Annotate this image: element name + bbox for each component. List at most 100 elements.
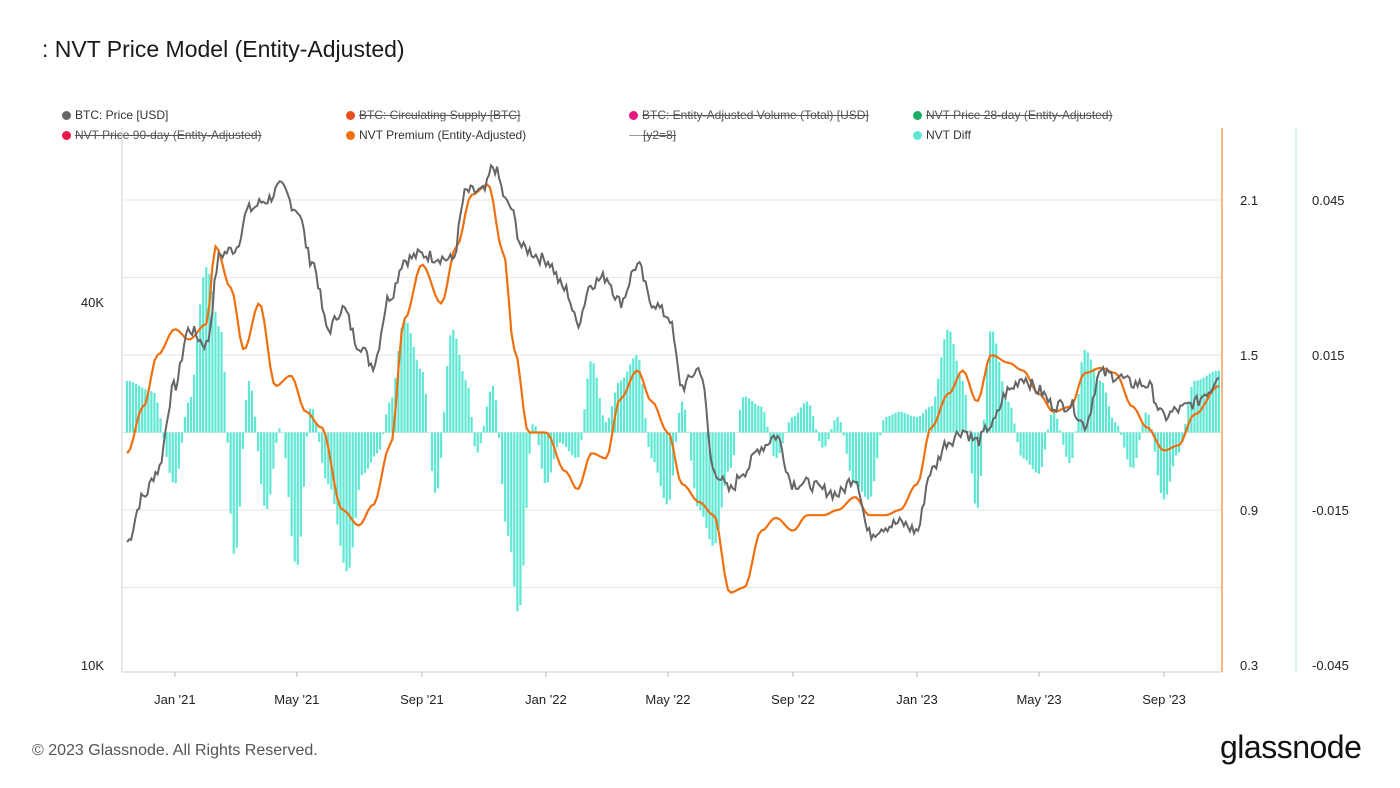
nvt-diff-bar-63 xyxy=(318,432,321,442)
nvt-diff-bar-199 xyxy=(732,432,736,456)
legend-item-1[interactable]: BTC: Price [USD] xyxy=(62,108,168,122)
nvt-diff-bar-53 xyxy=(287,432,290,498)
nvt-diff-bar-71 xyxy=(342,432,345,563)
nvt-diff-bar-5 xyxy=(141,387,144,433)
legend-item-7[interactable]: [y2=8] xyxy=(629,128,676,142)
nvt-diff-bar-89 xyxy=(397,350,400,433)
nvt-diff-bar-324 xyxy=(1114,422,1117,433)
nvt-diff-bar-113 xyxy=(470,417,473,433)
nvt-diff-bar-142 xyxy=(558,432,562,443)
nvt-diff-bar-348 xyxy=(1187,403,1190,433)
y-right-diff-tick-label-1: -0.045 xyxy=(1312,658,1349,673)
legend-item-6[interactable]: NVT Premium (Entity-Adjusted) xyxy=(346,128,526,142)
nvt-diff-bar-148 xyxy=(577,432,580,458)
nvt-diff-bar-86 xyxy=(388,402,391,433)
nvt-diff-bar-184 xyxy=(687,431,690,433)
nvt-diff-bar-167 xyxy=(635,355,638,433)
nvt-diff-bar-251 xyxy=(891,414,894,433)
x-tick-label-6: Sep '22 xyxy=(771,692,815,707)
nvt-diff-bar-0 xyxy=(125,380,129,433)
nvt-diff-bar-110 xyxy=(461,371,464,433)
nvt-diff-bar-191 xyxy=(708,432,711,540)
nvt-diff-bar-344 xyxy=(1175,432,1178,456)
nvt-diff-bar-9 xyxy=(153,393,156,433)
nvt-diff-bar-237 xyxy=(848,432,851,471)
nvt-diff-bar-112 xyxy=(467,387,470,433)
nvt-diff-bar-300 xyxy=(1040,432,1044,468)
nvt-diff-bar-227 xyxy=(818,432,821,442)
nvt-diff-bar-156 xyxy=(601,415,604,433)
nvt-diff-bar-24 xyxy=(199,304,202,433)
legend-item-8[interactable]: NVT Diff xyxy=(913,128,971,142)
nvt-diff-bar-163 xyxy=(623,377,626,433)
x-tick-label-1: Jan '21 xyxy=(154,692,196,707)
nvt-diff-bar-233 xyxy=(836,417,839,433)
nvt-diff-bar-275 xyxy=(964,394,967,433)
nvt-diff-bar-327 xyxy=(1123,432,1126,448)
nvt-diff-bar-152 xyxy=(589,361,592,433)
nvt-diff-bar-320 xyxy=(1101,382,1105,433)
x-tick-label-9: Sep '23 xyxy=(1142,692,1186,707)
nvt-diff-bar-341 xyxy=(1165,432,1169,495)
nvt-diff-bar-325 xyxy=(1117,425,1120,433)
nvt-diff-bar-318 xyxy=(1095,376,1098,433)
y-right-premium-tick-label-1: 0.3 xyxy=(1240,658,1258,673)
nvt-diff-bar-118 xyxy=(485,406,488,433)
nvt-diff-bar-157 xyxy=(604,422,607,433)
nvt-diff-bar-358 xyxy=(1217,370,1220,433)
nvt-diff-bar-84 xyxy=(382,432,385,435)
legend-item-2[interactable]: BTC: Circulating Supply [BTC] xyxy=(346,108,520,122)
nvt-diff-bar-94 xyxy=(412,347,415,433)
nvt-diff-bar-195 xyxy=(720,432,723,508)
nvt-diff-bar-42 xyxy=(253,416,257,433)
nvt-diff-bar-101 xyxy=(433,432,437,493)
nvt-diff-bar-343 xyxy=(1172,432,1175,467)
legend-item-4[interactable]: NVT Price 28-day (Entity-Adjusted) xyxy=(913,108,1113,122)
nvt-diff-bar-128 xyxy=(516,432,519,612)
nvt-diff-bar-268 xyxy=(943,339,946,433)
nvt-diff-bar-222 xyxy=(802,403,806,433)
nvt-diff-bar-82 xyxy=(375,432,379,454)
nvt-diff-bar-249 xyxy=(885,416,888,433)
nvt-diff-bar-30 xyxy=(217,326,220,433)
nvt-diff-bar-204 xyxy=(748,398,751,433)
nvt-diff-bar-293 xyxy=(1019,432,1022,456)
nvt-diff-bar-238 xyxy=(851,432,854,482)
nvt-diff-bar-124 xyxy=(504,432,507,522)
nvt-diff-bar-295 xyxy=(1025,432,1028,461)
nvt-diff-bar-52 xyxy=(284,432,287,459)
nvt-diff-bar-25 xyxy=(202,277,205,433)
nvt-diff-bar-135 xyxy=(537,432,540,446)
legend-marker xyxy=(913,110,922,120)
nvt-diff-bar-151 xyxy=(586,378,589,433)
legend-label: NVT Diff xyxy=(926,128,971,142)
nvt-diff-bar-21 xyxy=(189,396,193,433)
nvt-diff-bar-121 xyxy=(494,400,498,433)
nvt-diff-bar-174 xyxy=(656,432,659,473)
nvt-diff-bar-262 xyxy=(924,409,928,433)
nvt-diff-bar-27 xyxy=(208,273,211,433)
nvt-diff-bar-178 xyxy=(668,432,671,500)
nvt-diff-bar-83 xyxy=(379,432,382,450)
nvt-diff-bar-266 xyxy=(937,378,940,433)
nvt-diff-bar-100 xyxy=(430,432,434,472)
nvt-diff-bar-46 xyxy=(266,432,269,509)
nvt-diff-bar-77 xyxy=(360,432,363,475)
nvt-diff-bar-91 xyxy=(403,318,406,433)
legend-marker xyxy=(346,110,355,120)
nvt-diff-bar-252 xyxy=(894,412,897,433)
legend-label: BTC: Entity-Adjusted Volume (Total) [USD… xyxy=(642,108,869,122)
nvt-diff-bar-72 xyxy=(345,432,348,572)
nvt-diff-bar-165 xyxy=(629,364,632,433)
nvt-diff-bar-244 xyxy=(870,432,873,497)
nvt-diff-bar-6 xyxy=(144,389,147,433)
nvt-diff-bar-223 xyxy=(806,401,809,433)
nvt-diff-bar-48 xyxy=(272,432,275,469)
nvt-diff-bar-107 xyxy=(452,329,455,433)
nvt-diff-bar-62 xyxy=(314,422,318,433)
nvt-diff-bar-276 xyxy=(967,431,970,433)
nvt-diff-bar-41 xyxy=(250,390,254,433)
nvt-diff-bar-141 xyxy=(555,432,559,448)
legend-item-3[interactable]: BTC: Entity-Adjusted Volume (Total) [USD… xyxy=(629,108,869,122)
